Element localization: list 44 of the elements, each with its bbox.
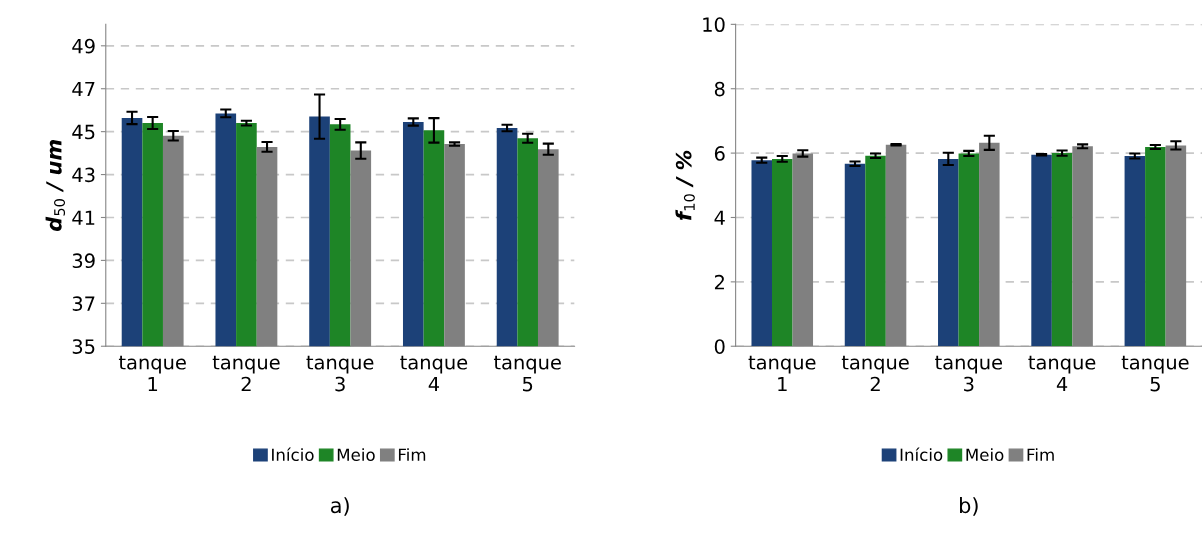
bar xyxy=(865,155,886,347)
y-tick-label: 49 xyxy=(72,38,95,54)
bar xyxy=(1031,154,1052,347)
y-tick-label: 41 xyxy=(72,210,95,225)
text: a) xyxy=(330,497,349,516)
y-axis-title: d$_{50}$ / um xyxy=(45,140,66,231)
y-tick-label: 0 xyxy=(714,339,725,354)
bar xyxy=(1145,146,1166,347)
legend-label: Meio xyxy=(337,448,375,462)
y-axis-title: f$_{10}$ / % xyxy=(675,150,695,220)
x-tick-label: tanque 3 xyxy=(935,355,1003,392)
x-tick-label: tanque 1 xyxy=(118,355,186,392)
y-tick-label: 43 xyxy=(72,167,95,183)
y-tick-label: 35 xyxy=(72,339,95,354)
y-tick-label: 8 xyxy=(714,81,725,97)
text: b) xyxy=(960,497,978,516)
y-tick-label: 37 xyxy=(72,296,95,311)
x-tick-label: tanque 2 xyxy=(212,355,280,392)
bar xyxy=(751,160,772,347)
bar xyxy=(1124,156,1146,347)
bar xyxy=(844,163,866,347)
legend-label: Início xyxy=(272,447,314,462)
x-tick-label: tanque 5 xyxy=(1121,355,1189,392)
y-tick-label: 10 xyxy=(703,17,725,33)
x-tick-label: tanque 3 xyxy=(306,355,374,392)
legend-label: Fim xyxy=(398,448,426,461)
x-tick-label: tanque 1 xyxy=(748,355,816,392)
bar xyxy=(938,158,959,347)
legend-label: Meio xyxy=(966,448,1004,462)
y-tick-label: 39 xyxy=(72,253,95,269)
bar xyxy=(772,158,793,347)
x-tick-label: tanque 2 xyxy=(841,355,909,392)
y-tick-label: 6 xyxy=(714,146,725,161)
bar xyxy=(958,153,980,347)
bar xyxy=(1051,153,1073,347)
x-tick-label: tanque 4 xyxy=(1028,355,1096,392)
y-tick-label: 4 xyxy=(714,210,725,225)
legend-label: Fim xyxy=(1027,448,1054,461)
x-tick-label: tanque 5 xyxy=(493,355,561,392)
y-tick-label: 45 xyxy=(72,124,95,140)
y-tick-label: 2 xyxy=(714,274,724,290)
y-tick-label: 47 xyxy=(72,81,95,97)
x-tick-label: tanque 4 xyxy=(400,355,468,392)
legend-label: Início xyxy=(900,447,943,462)
